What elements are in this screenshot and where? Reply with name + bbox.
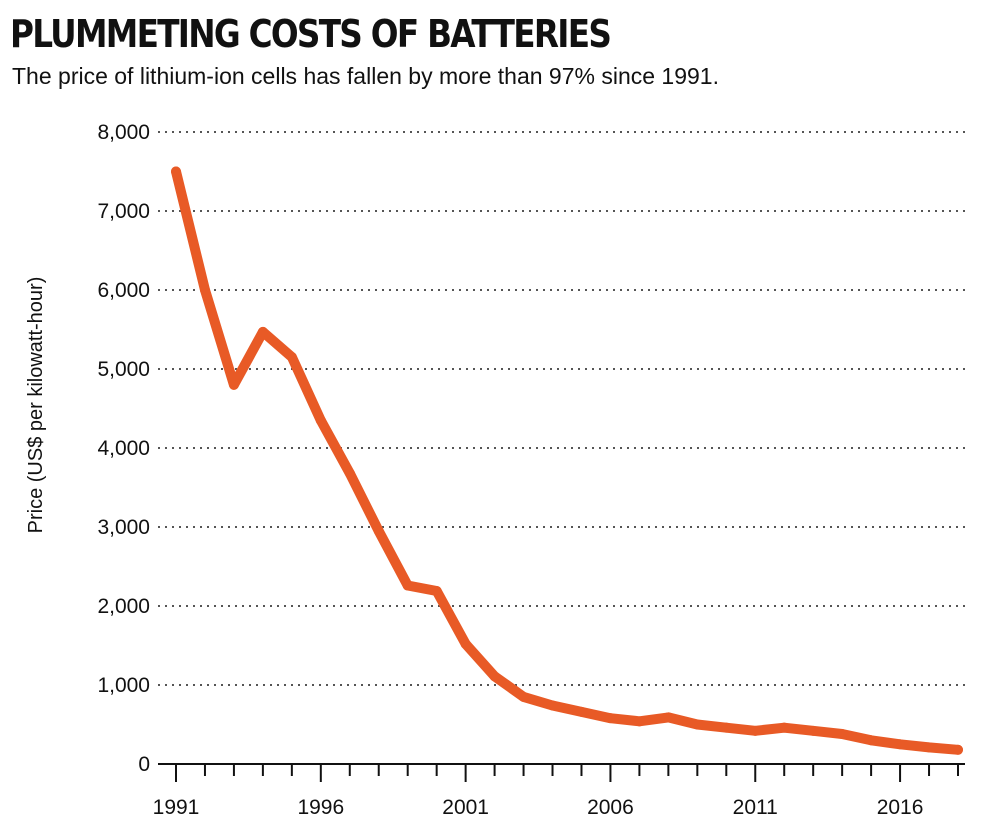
data-point xyxy=(402,580,413,591)
x-tick-label: 2006 xyxy=(587,796,634,819)
y-tick-label: 2,000 xyxy=(97,595,150,618)
series-layer xyxy=(171,166,963,755)
data-point xyxy=(634,716,645,727)
data-point xyxy=(489,671,500,682)
y-tick-label: 8,000 xyxy=(97,121,150,144)
data-point xyxy=(460,638,471,649)
gridlines xyxy=(158,131,965,686)
data-point xyxy=(547,700,558,711)
data-point xyxy=(808,725,819,736)
data-point xyxy=(286,352,297,363)
y-tick-label: 0 xyxy=(138,753,150,776)
data-point xyxy=(315,415,326,426)
y-tick-label: 1,000 xyxy=(97,674,150,697)
y-tick-label: 5,000 xyxy=(97,358,150,381)
data-point xyxy=(779,722,790,733)
data-point xyxy=(228,379,239,390)
chart-subtitle: The price of lithium-ion cells has falle… xyxy=(12,63,719,89)
data-point xyxy=(663,712,674,723)
data-point xyxy=(257,326,268,337)
x-tick-label: 2016 xyxy=(877,796,924,819)
y-axis-title: Price (US$ per kilowatt-hour) xyxy=(25,277,47,534)
series-line xyxy=(171,166,963,755)
y-tick-label: 4,000 xyxy=(97,437,150,460)
x-tick-label: 1991 xyxy=(153,796,200,819)
x-axis xyxy=(158,763,965,782)
data-point xyxy=(866,735,877,746)
data-point xyxy=(924,742,935,753)
data-point xyxy=(692,719,703,730)
x-tick-label: 2001 xyxy=(442,796,489,819)
data-point xyxy=(953,744,963,755)
data-point xyxy=(576,706,587,717)
data-point xyxy=(199,285,210,295)
data-point xyxy=(344,468,355,479)
axis-labels: 0 1,000 2,000 3,000 4,000 5,000 6,000 7,000 8,00… xyxy=(25,121,923,819)
y-tick-label: 7,000 xyxy=(97,200,150,223)
data-point xyxy=(895,739,906,750)
data-point xyxy=(605,713,616,724)
data-point xyxy=(750,725,761,736)
y-tick-label: 3,000 xyxy=(97,516,150,539)
data-point xyxy=(171,166,181,177)
data-point xyxy=(518,691,529,702)
x-tick-label: 1996 xyxy=(297,796,344,819)
data-point xyxy=(721,722,732,733)
x-tick-label: 2011 xyxy=(733,796,778,819)
data-point xyxy=(431,585,442,596)
data-point xyxy=(837,728,848,739)
chart-title: PLUMMETING COSTS OF BATTERIES xyxy=(10,12,612,56)
y-tick-label: 6,000 xyxy=(97,279,150,302)
data-point xyxy=(373,525,384,536)
